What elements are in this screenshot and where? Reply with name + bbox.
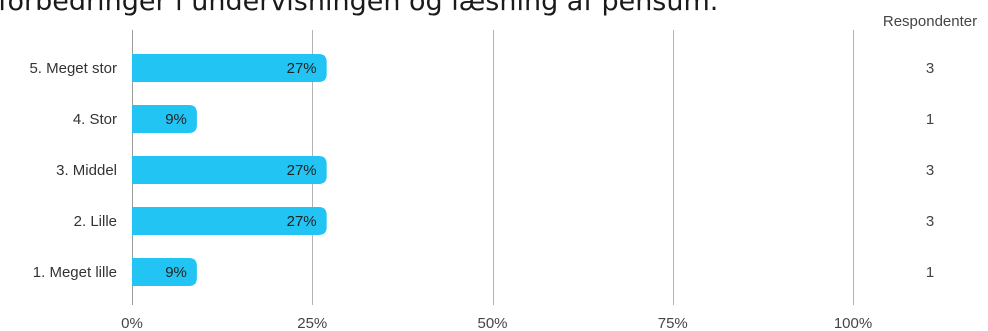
category-label: 4. Stor [73, 111, 117, 128]
respondent-counts: 3 1 3 3 1 [926, 60, 934, 281]
x-tick-label: 50% [477, 315, 507, 331]
x-tick-labels: 0% 25% 50% 75% 100% [121, 315, 872, 331]
respondent-count: 3 [926, 213, 934, 230]
category-label: 1. Meget lille [33, 264, 117, 281]
respondents-column-header: Respondenter [883, 13, 977, 30]
chart-title: forbedringer i undervisningen og læsning… [0, 0, 719, 17]
respondent-count: 1 [926, 111, 934, 128]
category-labels: 5. Meget stor 4. Stor 3. Middel 2. Lille 1. … [29, 60, 117, 281]
bar [132, 105, 197, 133]
x-tick-label: 25% [297, 315, 327, 331]
bars: 27% 9% 27% 27% 9% [132, 54, 327, 286]
bar [132, 258, 197, 286]
bar [132, 156, 327, 184]
category-label: 5. Meget stor [29, 60, 117, 77]
respondent-count: 3 [926, 60, 934, 77]
bar [132, 54, 327, 82]
bar [132, 207, 327, 235]
x-tick-label: 0% [121, 315, 143, 331]
x-tick-label: 100% [834, 315, 872, 331]
bar-value-label: 9% [165, 111, 187, 128]
category-label: 2. Lille [74, 213, 117, 230]
respondent-count: 1 [926, 264, 934, 281]
category-label: 3. Middel [56, 162, 117, 179]
bar-value-label: 27% [287, 213, 317, 230]
bar-value-label: 27% [287, 162, 317, 179]
bar-value-label: 27% [287, 60, 317, 77]
bar-value-label: 9% [165, 264, 187, 281]
x-tick-label: 75% [658, 315, 688, 331]
respondent-count: 3 [926, 162, 934, 179]
